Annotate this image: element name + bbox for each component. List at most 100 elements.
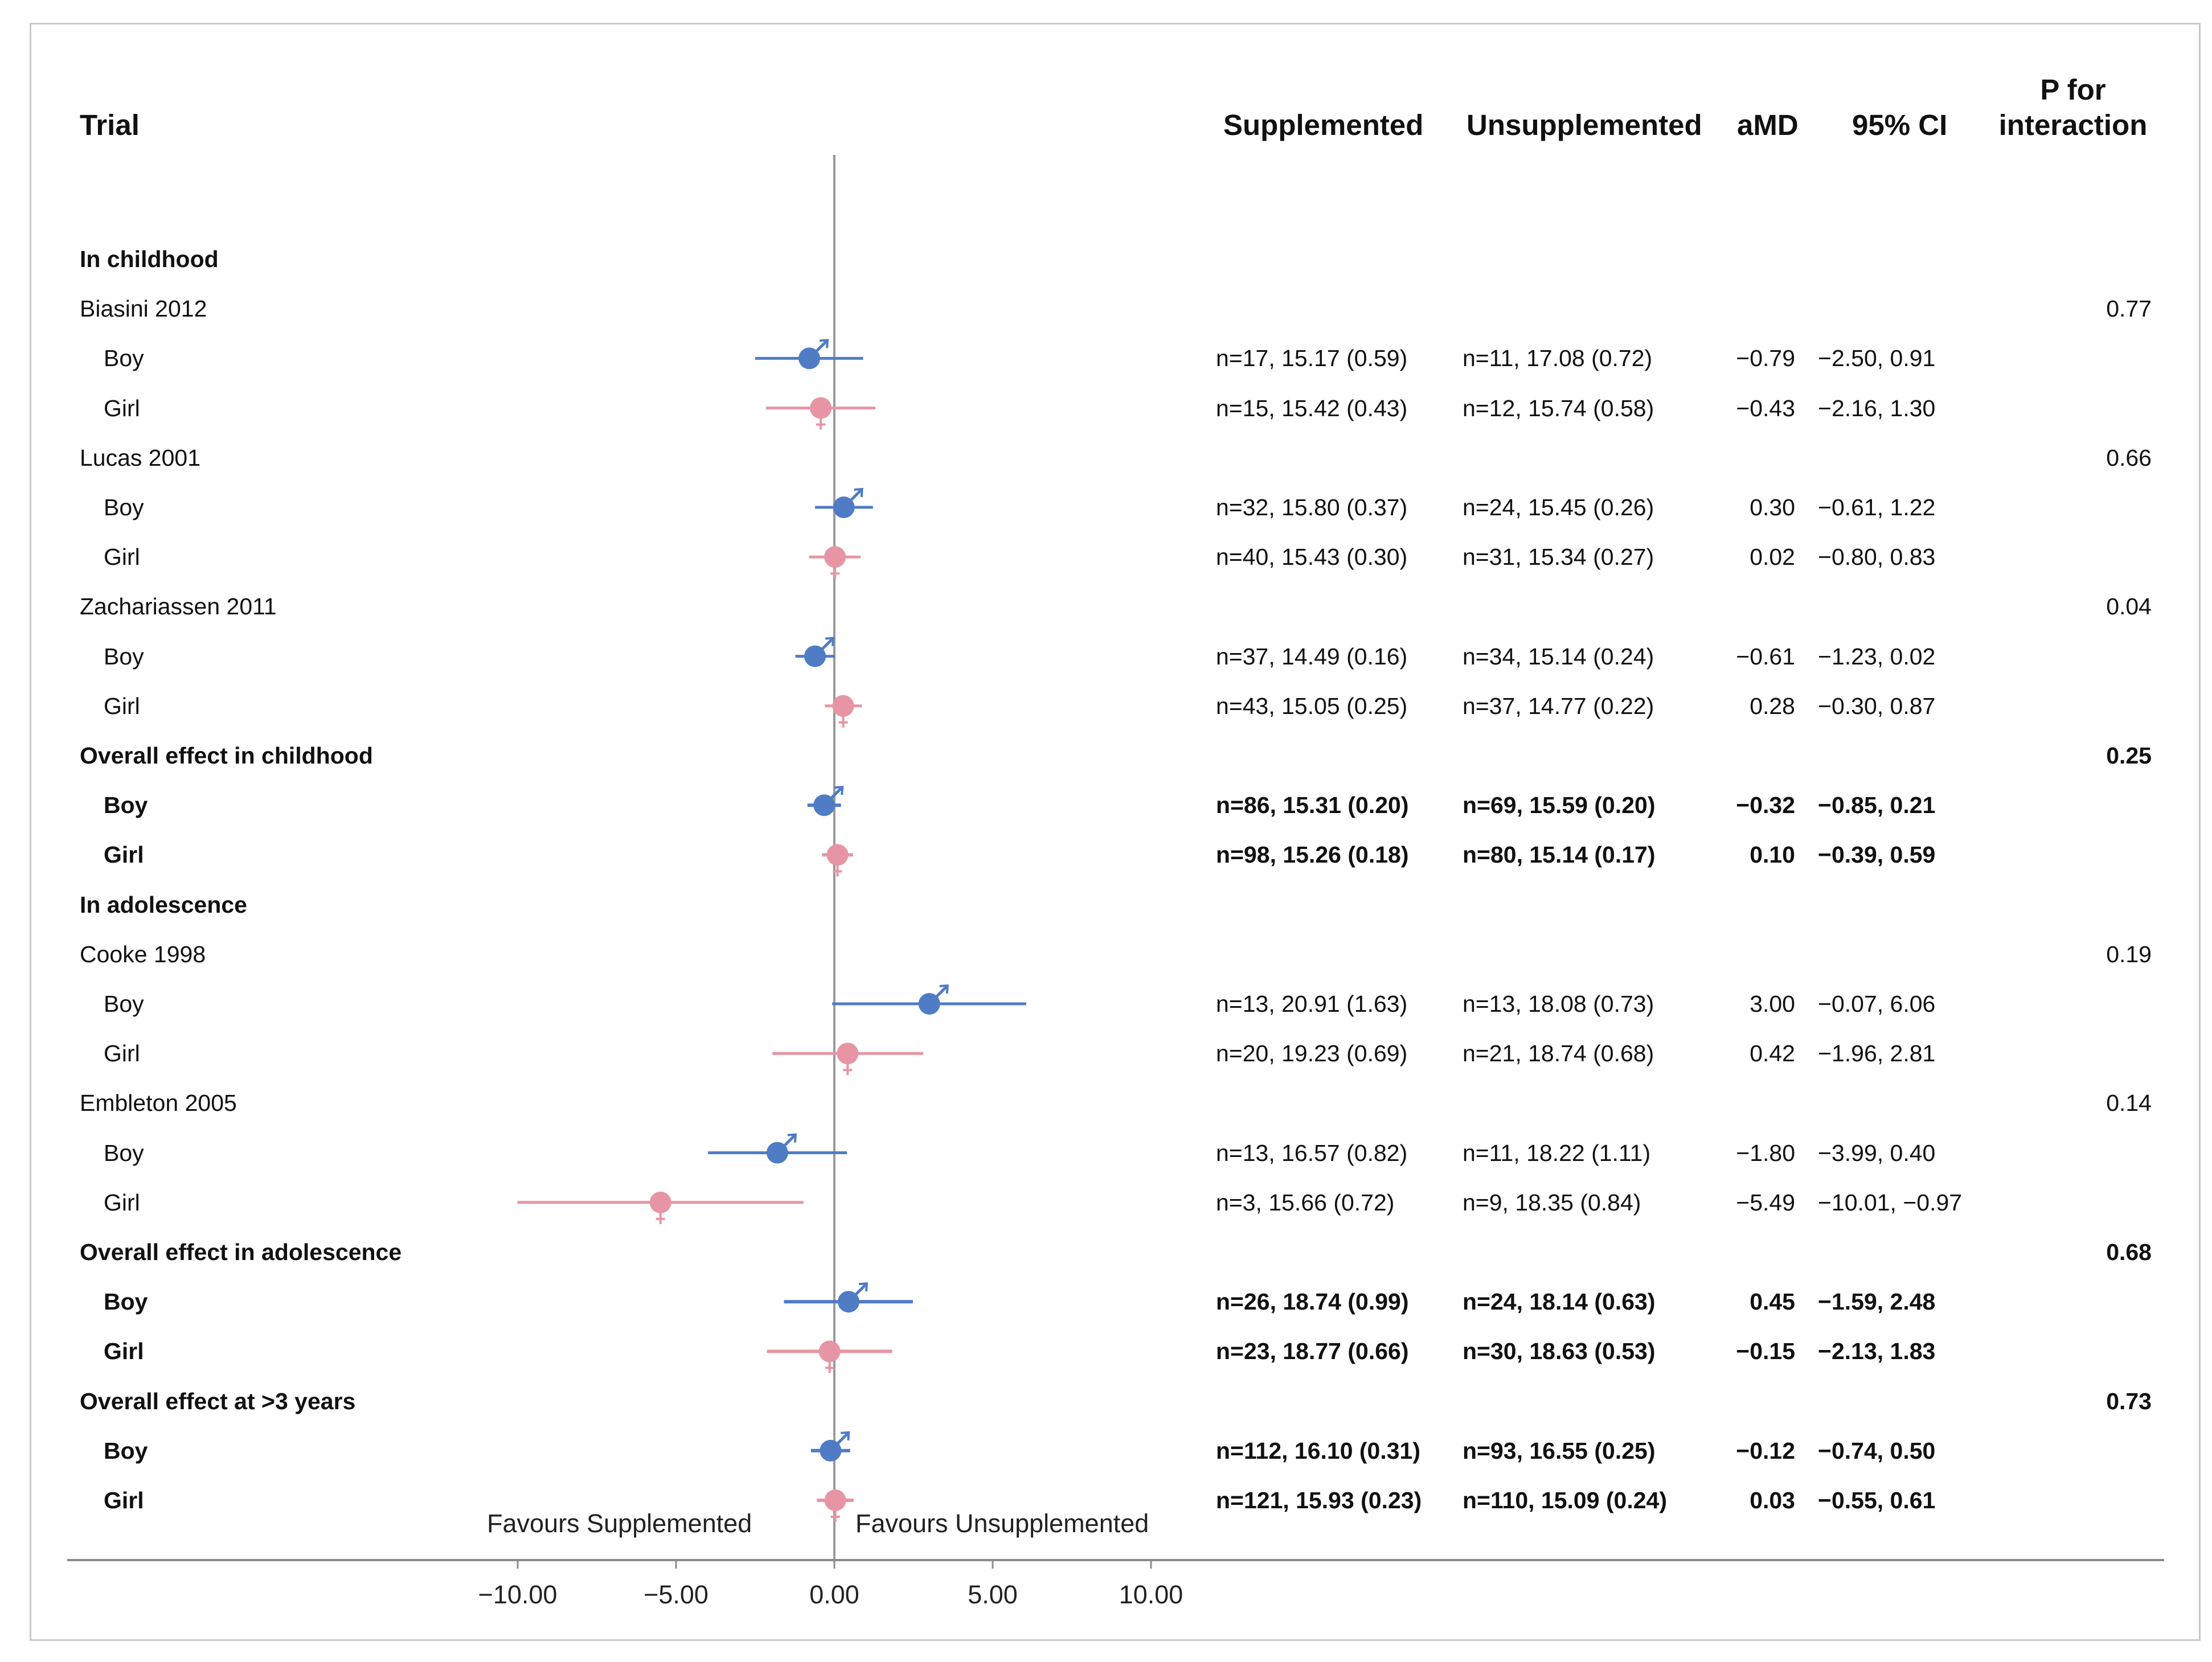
- ci-value: −2.16, 1.30: [1818, 395, 1936, 421]
- supplemented-value: n=3, 15.66 (0.72): [1216, 1189, 1395, 1216]
- unsupplemented-value: n=80, 15.14 (0.17): [1463, 842, 1656, 868]
- x-tick-label: 0.00: [809, 1580, 859, 1609]
- unsupplemented-value: n=31, 15.34 (0.27): [1463, 544, 1654, 571]
- male-arrowhead-icon: [825, 637, 835, 646]
- ci-value: −0.39, 0.59: [1818, 842, 1936, 868]
- male-symbol-icon: [935, 986, 948, 998]
- male-symbol-icon: [836, 1433, 849, 1445]
- male-arrowhead-icon: [834, 786, 844, 795]
- p-interaction-value: 0.14: [2106, 1090, 2152, 1117]
- trial-name: Overall effect in childhood: [80, 742, 373, 769]
- x-tick-label: −10.00: [478, 1580, 558, 1609]
- trial-name: Overall effect in adolescence: [80, 1239, 402, 1265]
- amd-value: 0.45: [1750, 1288, 1795, 1315]
- unsupplemented-value: n=13, 18.08 (0.73): [1463, 991, 1654, 1017]
- male-arrowhead-icon: [858, 1282, 869, 1292]
- amd-value: 0.02: [1750, 544, 1795, 571]
- row-sex-label: Girl: [104, 1189, 140, 1216]
- ci-value: −3.99, 0.40: [1818, 1139, 1936, 1166]
- unsupplemented-value: n=9, 18.35 (0.84): [1463, 1189, 1641, 1216]
- section-heading: In adolescence: [80, 891, 247, 918]
- male-symbol-icon: [849, 489, 862, 502]
- unsupplemented-value: n=24, 18.14 (0.63): [1463, 1288, 1656, 1315]
- trial-name: Cooke 1998: [80, 941, 206, 967]
- male-symbol-icon: [830, 787, 842, 799]
- row-sex-label: Boy: [104, 1139, 144, 1166]
- supplemented-value: n=43, 15.05 (0.25): [1216, 692, 1408, 719]
- x-tick-label: −5.00: [644, 1580, 708, 1609]
- p-interaction-value: 0.68: [2106, 1239, 2152, 1265]
- header-trial: Trial: [80, 109, 140, 141]
- supplemented-value: n=37, 14.49 (0.16): [1216, 643, 1408, 670]
- amd-value: 0.03: [1750, 1487, 1795, 1513]
- male-arrowhead-icon: [939, 984, 949, 994]
- section-heading: In childhood: [80, 246, 219, 272]
- boy-point-estimate: [813, 794, 835, 816]
- unsupplemented-value: n=21, 18.74 (0.68): [1463, 1040, 1654, 1067]
- header-p-interaction-line1: P for: [2040, 73, 2106, 106]
- row-sex-label: Girl: [104, 842, 144, 868]
- girl-point-estimate: [837, 1043, 859, 1065]
- supplemented-value: n=17, 15.17 (0.59): [1216, 345, 1408, 372]
- ci-value: −2.50, 0.91: [1818, 345, 1936, 372]
- row-sex-label: Girl: [104, 544, 140, 571]
- unsupplemented-value: n=110, 15.09 (0.24): [1463, 1487, 1668, 1513]
- amd-value: −0.61: [1736, 643, 1795, 670]
- male-arrowhead-icon: [787, 1133, 797, 1143]
- row-sex-label: Boy: [104, 643, 144, 670]
- girl-point-estimate: [824, 1489, 846, 1511]
- boy-point-estimate: [918, 993, 940, 1015]
- amd-value: 0.10: [1750, 842, 1795, 868]
- trial-name: Zachariassen 2011: [80, 593, 277, 620]
- amd-value: −0.32: [1736, 792, 1795, 819]
- supplemented-value: n=26, 18.74 (0.99): [1216, 1288, 1409, 1315]
- ci-value: −1.23, 0.02: [1818, 643, 1936, 670]
- favours-supplemented-label: Favours Supplemented: [487, 1509, 752, 1538]
- unsupplemented-value: n=69, 15.59 (0.20): [1463, 792, 1656, 819]
- unsupplemented-value: n=30, 18.63 (0.53): [1463, 1338, 1656, 1365]
- header-amd: aMD: [1737, 109, 1799, 141]
- row-sex-label: Boy: [104, 1437, 148, 1464]
- row-sex-label: Boy: [104, 494, 144, 520]
- ci-value: −0.61, 1.22: [1818, 494, 1936, 520]
- supplemented-value: n=23, 18.77 (0.66): [1216, 1338, 1409, 1365]
- male-symbol-icon: [815, 340, 828, 353]
- girl-point-estimate: [818, 1340, 841, 1363]
- ci-value: −1.59, 2.48: [1818, 1288, 1936, 1315]
- male-arrowhead-icon: [841, 1431, 850, 1441]
- trial-name: Embleton 2005: [80, 1090, 237, 1117]
- amd-value: −5.49: [1736, 1189, 1795, 1216]
- boy-point-estimate: [820, 1439, 842, 1462]
- unsupplemented-value: n=34, 15.14 (0.24): [1463, 643, 1654, 670]
- ci-value: −0.74, 0.50: [1818, 1437, 1936, 1464]
- supplemented-value: n=15, 15.42 (0.43): [1216, 395, 1408, 421]
- favours-unsupplemented-label: Favours Unsupplemented: [855, 1509, 1149, 1538]
- boy-point-estimate: [838, 1291, 860, 1313]
- girl-point-estimate: [810, 397, 832, 419]
- male-symbol-icon: [821, 638, 833, 651]
- male-symbol-icon: [854, 1283, 867, 1296]
- unsupplemented-value: n=11, 18.22 (1.11): [1463, 1139, 1651, 1166]
- p-interaction-value: 0.25: [2106, 742, 2152, 769]
- header-unsupplemented: Unsupplemented: [1467, 109, 1702, 141]
- unsupplemented-value: n=93, 16.55 (0.25): [1463, 1437, 1656, 1464]
- supplemented-value: n=20, 19.23 (0.69): [1216, 1040, 1408, 1067]
- supplemented-value: n=32, 15.80 (0.37): [1216, 494, 1408, 520]
- amd-value: 0.30: [1750, 494, 1795, 520]
- row-sex-label: Girl: [104, 1040, 140, 1067]
- amd-value: 0.42: [1750, 1040, 1795, 1067]
- header-supplemented: Supplemented: [1223, 109, 1424, 141]
- supplemented-value: n=86, 15.31 (0.20): [1216, 792, 1409, 819]
- supplemented-value: n=112, 16.10 (0.31): [1216, 1437, 1421, 1464]
- amd-value: −1.80: [1736, 1139, 1795, 1166]
- unsupplemented-value: n=11, 17.08 (0.72): [1463, 345, 1653, 372]
- ci-value: −0.55, 0.61: [1818, 1487, 1936, 1513]
- amd-value: 3.00: [1750, 991, 1795, 1017]
- ci-value: −0.85, 0.21: [1818, 792, 1936, 819]
- supplemented-value: n=13, 16.57 (0.82): [1216, 1139, 1408, 1166]
- row-sex-label: Boy: [104, 1288, 148, 1315]
- ci-value: −10.01, −0.97: [1818, 1189, 1963, 1216]
- ci-value: −0.30, 0.87: [1818, 692, 1936, 719]
- amd-value: −0.12: [1736, 1437, 1795, 1464]
- boy-point-estimate: [833, 496, 855, 518]
